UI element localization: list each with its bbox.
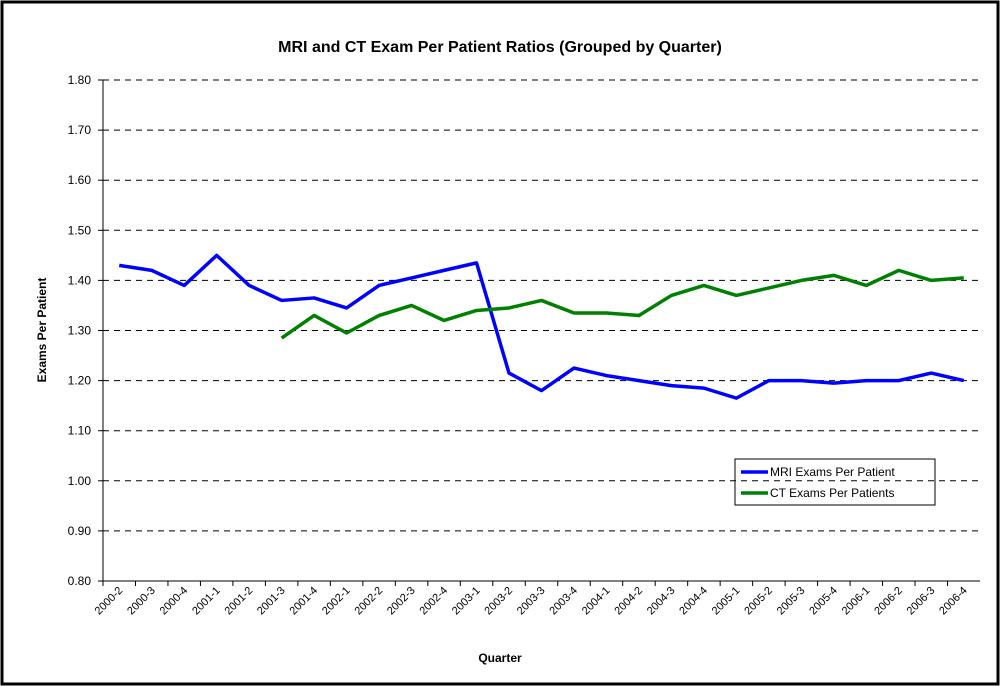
y-tick-label: 1.80	[68, 73, 92, 87]
data-line	[280, 268, 964, 340]
y-axis-title: Exams Per Patient	[35, 278, 49, 383]
legend-label: MRI Exams Per Patient	[770, 465, 895, 479]
y-tick-label: 0.80	[68, 574, 92, 588]
y-tick-label: 1.50	[68, 223, 92, 237]
legend-label: CT Exams Per Patients	[770, 486, 895, 500]
y-tick-label: 1.30	[68, 324, 92, 338]
chart-title: MRI and CT Exam Per Patient Ratios (Grou…	[278, 39, 722, 56]
y-tick-label: 1.00	[68, 474, 92, 488]
y-tick-label: 1.70	[68, 123, 92, 137]
y-tick-label: 1.60	[68, 173, 92, 187]
y-tick-label: 0.90	[68, 524, 92, 538]
x-axis-title: Quarter	[478, 651, 522, 665]
y-tick-label: 1.10	[68, 424, 92, 438]
legend-box	[734, 458, 936, 506]
data-line	[118, 253, 965, 400]
y-tick-label: 1.20	[68, 374, 92, 388]
y-tick-label: 1.40	[68, 273, 92, 287]
